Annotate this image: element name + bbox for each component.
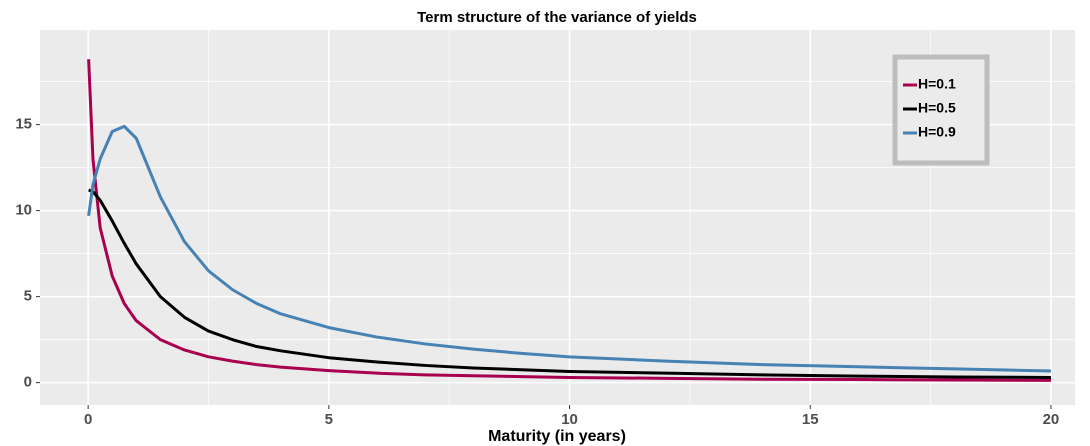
x-tick-label: 20 bbox=[1043, 411, 1060, 428]
chart-title: Term structure of the variance of yields bbox=[417, 9, 697, 26]
series-line bbox=[88, 188, 1051, 379]
x-tick-label: 0 bbox=[84, 411, 92, 428]
y-tick-label: 0 bbox=[24, 374, 32, 391]
x-axis-title: Maturity (in years) bbox=[488, 428, 626, 445]
series-line bbox=[87, 59, 1051, 382]
legend-label: H=0.1 bbox=[918, 76, 956, 92]
x-tick-label: 15 bbox=[802, 411, 819, 428]
legend-label: H=0.5 bbox=[918, 100, 956, 116]
legend: H=0.1 H=0.5 H=0.9 bbox=[892, 54, 990, 166]
y-tick-label: 5 bbox=[24, 288, 32, 305]
series-line bbox=[87, 124, 1051, 373]
y-tick-label: 10 bbox=[15, 202, 32, 219]
x-tick-label: 10 bbox=[561, 411, 578, 428]
legend-label: H=0.9 bbox=[918, 124, 956, 140]
y-tick-label: 15 bbox=[15, 116, 32, 133]
x-tick-label: 5 bbox=[325, 411, 333, 428]
